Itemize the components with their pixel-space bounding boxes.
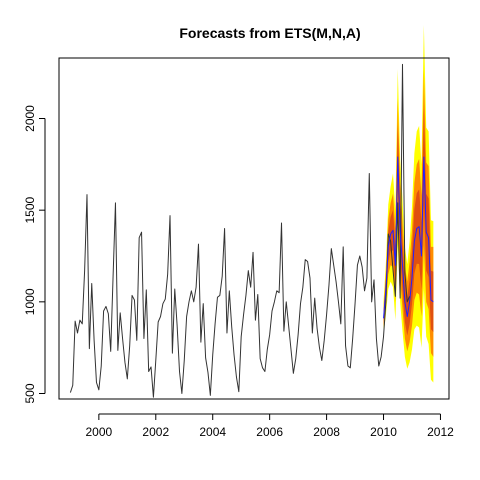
y-tick-label: 1500 bbox=[23, 197, 37, 224]
y-tick-label: 500 bbox=[23, 383, 37, 403]
x-tick-label: 2004 bbox=[199, 425, 226, 439]
x-tick-label: 2010 bbox=[370, 425, 397, 439]
y-tick-label: 2000 bbox=[23, 105, 37, 132]
interval-80-band bbox=[383, 69, 434, 357]
observed-series-line bbox=[69, 63, 411, 398]
x-axis: 2000 2002 2004 2006 2008 2010 2012 bbox=[86, 413, 454, 439]
prediction-intervals bbox=[383, 25, 434, 383]
series-lines bbox=[69, 63, 434, 398]
y-tick-label: 1000 bbox=[23, 288, 37, 315]
x-tick-label: 2002 bbox=[142, 425, 169, 439]
y-axis: 500 1000 1500 2000 bbox=[23, 105, 46, 404]
x-tick-label: 2008 bbox=[313, 425, 340, 439]
x-tick-label: 2012 bbox=[427, 425, 454, 439]
plot-frame bbox=[58, 57, 450, 400]
interval-80-core-band bbox=[383, 108, 434, 336]
x-tick-label: 2000 bbox=[86, 425, 113, 439]
x-tick-label: 2006 bbox=[256, 425, 283, 439]
chart-title: Forecasts from ETS(M,N,A) bbox=[179, 25, 360, 41]
forecast-series-line bbox=[383, 156, 434, 319]
